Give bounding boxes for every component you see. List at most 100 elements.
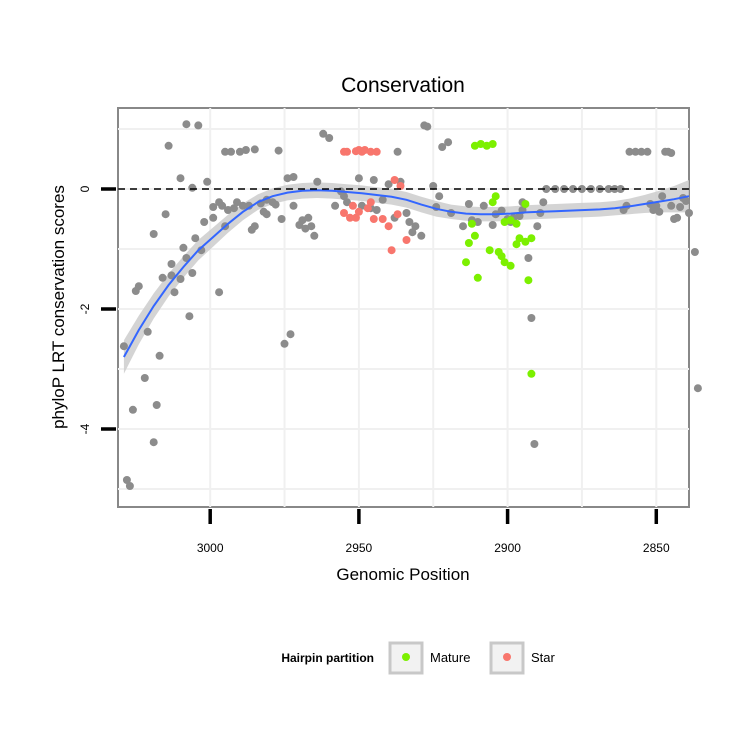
legend-key-star [503, 653, 511, 661]
data-point-mature [500, 258, 509, 267]
data-point-other [524, 254, 533, 262]
data-point-other [417, 231, 426, 240]
data-point-other [310, 231, 319, 240]
data-point-star [366, 147, 375, 156]
data-point-other [682, 197, 690, 205]
data-point-star [402, 236, 411, 244]
data-point-other [343, 198, 351, 207]
data-point-other [464, 200, 473, 208]
data-point-other [497, 206, 506, 215]
data-point-mature [500, 218, 509, 226]
data-point-other [402, 209, 411, 217]
data-point-mature [476, 140, 485, 148]
data-point-other [542, 185, 551, 193]
data-point-other [221, 147, 230, 156]
data-point-other [438, 143, 447, 151]
data-point-other [372, 206, 381, 214]
data-point-other [340, 192, 348, 201]
data-point-other [188, 183, 197, 192]
data-point-other [149, 230, 158, 238]
data-point-other [224, 206, 232, 214]
data-point-mature [524, 276, 533, 285]
data-point-other [625, 147, 634, 156]
data-point-star [363, 204, 372, 213]
data-point-mature [491, 192, 500, 201]
data-point-other [643, 147, 652, 156]
data-point-mature [506, 216, 515, 225]
data-point-other [536, 209, 545, 217]
x-tick-label: 2850 [643, 541, 670, 555]
data-point-other [435, 192, 444, 201]
data-point-other [188, 269, 197, 277]
data-point-other [283, 174, 292, 183]
data-point-star [351, 213, 360, 222]
data-point-other [128, 405, 137, 414]
data-point-other [658, 192, 667, 201]
data-point-other [652, 201, 661, 210]
data-point-other [155, 351, 164, 360]
data-point-other [530, 440, 539, 448]
data-point-other [125, 482, 134, 490]
data-point-other [164, 141, 173, 150]
data-point-star [387, 246, 396, 255]
data-point-other [378, 195, 387, 204]
legend-label-mature: Mature [430, 650, 470, 665]
data-point-other [423, 122, 432, 131]
x-axis-title: Genomic Position [336, 565, 469, 584]
smooth-line-group [123, 189, 690, 358]
data-point-other [479, 201, 488, 210]
data-point-mature [527, 369, 536, 378]
data-point-mature [473, 273, 482, 282]
data-point-other [119, 342, 128, 351]
data-point-other [655, 207, 664, 216]
data-point-other [488, 221, 497, 229]
data-point-other [304, 213, 313, 222]
data-point-other [411, 222, 420, 231]
data-point-other [631, 147, 640, 156]
data-point-other [384, 180, 393, 189]
data-point-other [444, 138, 453, 147]
data-point-star [384, 222, 393, 231]
data-point-other [673, 213, 682, 222]
data-point-mature [512, 240, 521, 249]
data-point-star [390, 176, 399, 184]
data-point-other [307, 222, 316, 231]
data-point-other [527, 314, 536, 322]
data-point-star [354, 207, 363, 216]
data-point-star [372, 147, 381, 156]
data-point-other [354, 174, 363, 183]
data-point-star [369, 215, 378, 223]
confidence-band-group [123, 180, 689, 374]
data-point-other [274, 146, 283, 155]
data-point-other [122, 476, 131, 484]
data-point-other [143, 327, 152, 336]
data-point-mature [462, 258, 470, 267]
axes: 3000 2950 2900 2850 0 -2 -4 [78, 185, 670, 555]
data-point-mature [464, 239, 473, 247]
data-point-other [176, 174, 185, 183]
smooth-line [123, 189, 690, 358]
data-point-mature [527, 234, 536, 243]
data-point-other [241, 146, 250, 154]
data-point-star [343, 147, 351, 156]
data-point-other [170, 288, 179, 297]
data-point-other [167, 260, 176, 268]
legend: Hairpin partition Mature Star [281, 641, 556, 675]
data-point-other [158, 273, 167, 282]
data-point-star [378, 215, 387, 223]
data-point-other [185, 312, 194, 321]
data-point-other [616, 185, 625, 193]
data-point-mature [488, 198, 497, 207]
data-point-other [227, 147, 235, 156]
data-point-mature [512, 219, 521, 228]
data-point-other [459, 222, 467, 231]
legend-key-mature [402, 653, 410, 661]
data-point-other [182, 120, 191, 129]
data-point-mature [515, 234, 524, 243]
data-point-other [218, 201, 227, 210]
data-point-mature [494, 248, 503, 256]
data-point-other [405, 218, 414, 226]
data-point-star [346, 213, 354, 222]
y-tick-label: -4 [78, 423, 92, 434]
